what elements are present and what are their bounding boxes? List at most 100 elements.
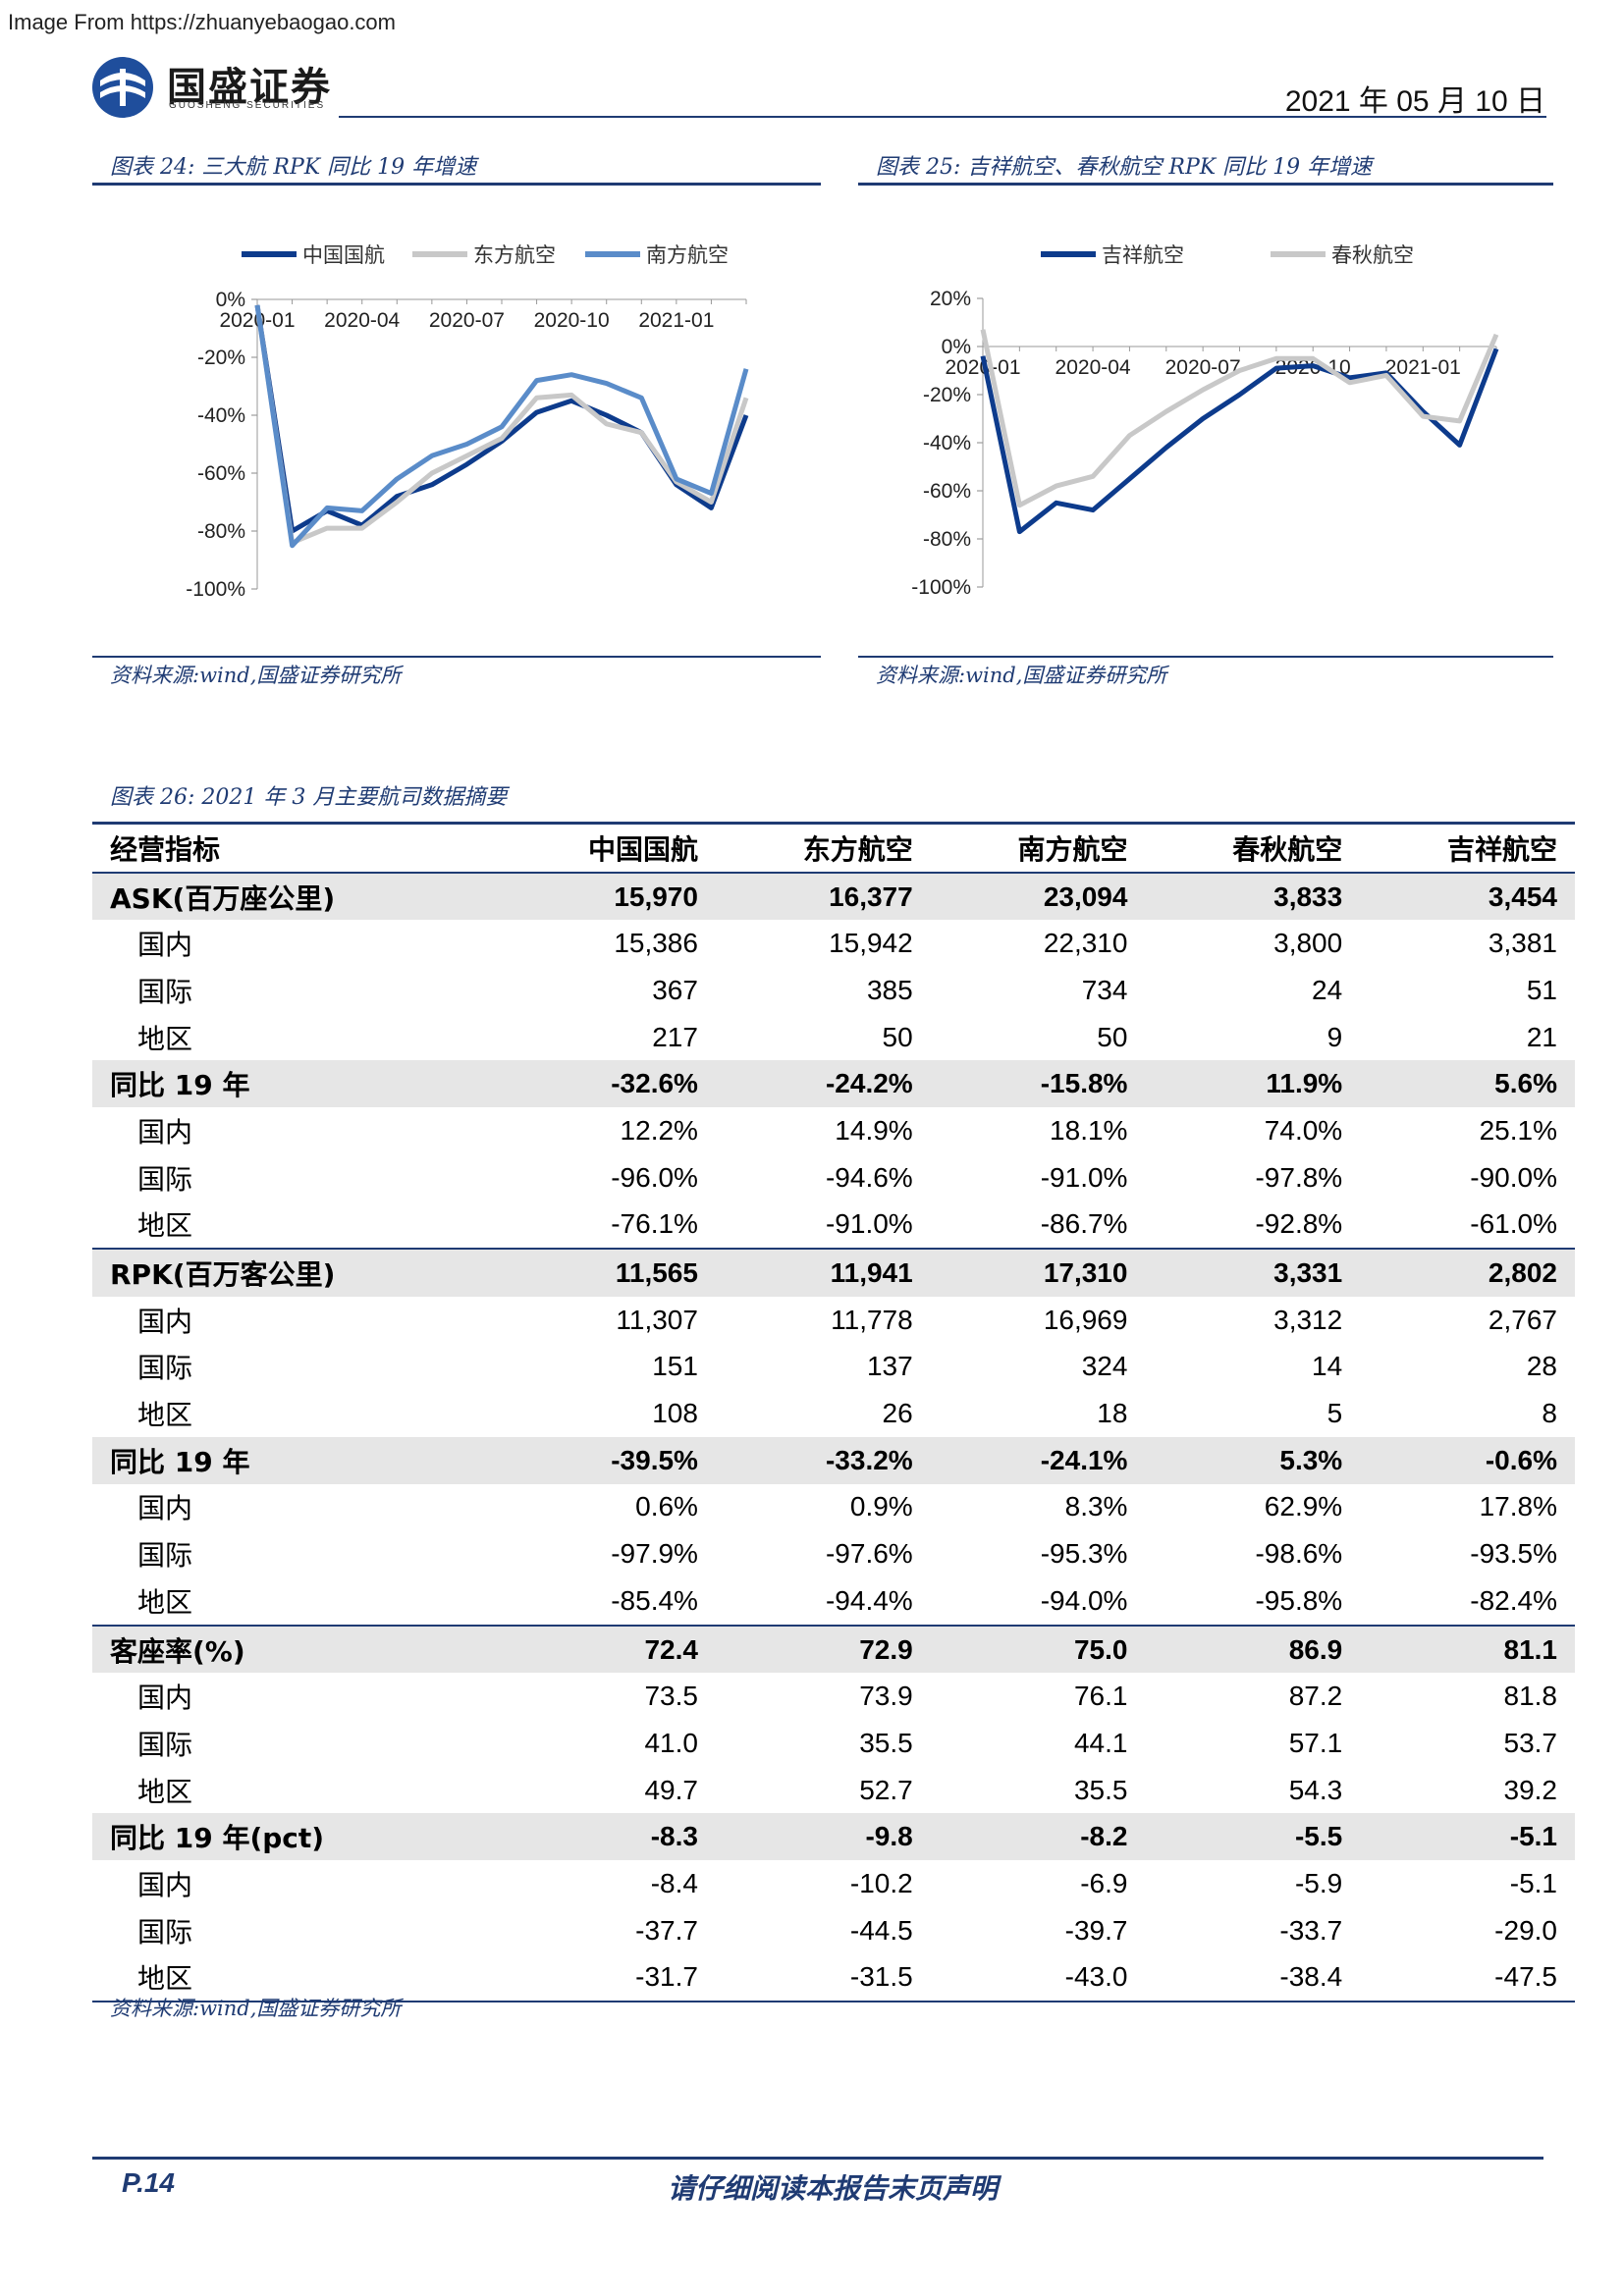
cell-metric: 国际	[137, 1352, 193, 1385]
legend-label: 吉祥航空	[1102, 243, 1184, 267]
cell-air-china: 367	[652, 974, 698, 1005]
table-row: 国内 0.6% 0.9% 8.3% 62.9% 17.8%	[92, 1484, 1575, 1531]
cell-china-eastern: 137	[866, 1351, 913, 1382]
y-tick-label: 0%	[216, 289, 245, 311]
cell-air-china: -97.9%	[611, 1538, 698, 1570]
cell-china-eastern: 15,942	[829, 928, 913, 959]
brand-name-en: GUOSHENG SECURITIES	[169, 100, 326, 111]
figure24-title-rule	[92, 183, 821, 186]
cell-china-southern: -95.3%	[1040, 1538, 1128, 1570]
table-row: 国际 367 385 734 24 51	[92, 967, 1575, 1014]
cell-china-eastern: 26	[882, 1398, 913, 1429]
cell-spring-airlines: -98.6%	[1255, 1538, 1343, 1570]
x-tick-label: 2021-01	[1385, 356, 1461, 379]
cell-spring-airlines: 11.9%	[1145, 1060, 1361, 1108]
x-tick-label: 2020-04	[1056, 356, 1131, 379]
header-china-eastern: 东方航空	[715, 821, 931, 874]
cell-metric: 客座率(%)	[92, 1624, 502, 1674]
cell-spring-airlines: 3,800	[1273, 928, 1343, 959]
cell-spring-airlines: 74.0%	[1264, 1114, 1343, 1146]
disclaimer-text: 请仔细阅读本报告末页声明	[668, 2172, 999, 2205]
cell-air-china: 11,307	[616, 1304, 698, 1335]
x-tick-label: 2021-01	[638, 309, 714, 332]
table-row: 国际 -97.9% -97.6% -95.3% -98.6% -93.5%	[92, 1530, 1575, 1577]
cell-spring-airlines: -5.9	[1294, 1867, 1343, 1898]
cell-metric: 国际	[137, 1728, 193, 1761]
cell-spring-airlines: 54.3	[1288, 1774, 1343, 1805]
table-summary-row: RPK(百万客公里) 11,565 11,941 17,310 3,331 2,802	[92, 1248, 1575, 1297]
cell-juneyao-airlines: 3,381	[1488, 928, 1557, 959]
y-tick-label: -60%	[197, 462, 245, 485]
cell-china-eastern: 14.9%	[835, 1114, 913, 1146]
table-row: 地区 217 50 50 9 21	[92, 1014, 1575, 1061]
y-tick-label: -100%	[911, 576, 971, 599]
cell-spring-airlines: -5.5	[1145, 1813, 1361, 1861]
footer-divider	[92, 2157, 1543, 2160]
cell-air-china: -37.7	[635, 1914, 698, 1946]
table26-source: 资料来源:wind,国盛证券研究所	[110, 1997, 402, 2020]
legend-label: 南方航空	[646, 243, 729, 267]
cell-air-china: -76.1%	[611, 1208, 698, 1240]
table-row: 国内 -8.4 -10.2 -6.9 -5.9 -5.1	[92, 1860, 1575, 1907]
cell-metric: 国内	[137, 1868, 193, 1901]
x-tick-label: 2020-04	[324, 309, 400, 332]
legend-label: 中国国航	[302, 243, 385, 267]
cell-china-southern: 35.5	[1073, 1774, 1128, 1805]
table-row: 国内 12.2% 14.9% 18.1% 74.0% 25.1%	[92, 1107, 1575, 1154]
cell-spring-airlines: 3,312	[1273, 1304, 1343, 1335]
cell-china-southern: 76.1	[1073, 1681, 1128, 1712]
cell-spring-airlines: -97.8%	[1255, 1161, 1343, 1193]
cell-china-southern: 22,310	[1043, 928, 1128, 959]
cell-metric: 地区	[137, 1399, 193, 1432]
cell-air-china: 151	[652, 1351, 698, 1382]
cell-china-eastern: -24.2%	[715, 1060, 931, 1108]
y-tick-label: -20%	[923, 384, 971, 406]
header-air-china: 中国国航	[501, 821, 716, 874]
table-summary-row: 同比 19 年 -32.6% -24.2% -15.8% 11.9% 5.6%	[92, 1060, 1575, 1108]
cell-china-southern: -94.0%	[1040, 1584, 1128, 1616]
cell-china-eastern: -10.2	[849, 1867, 913, 1898]
cell-air-china: -8.3	[501, 1813, 716, 1861]
table-row: 国内 11,307 11,778 16,969 3,312 2,767	[92, 1297, 1575, 1344]
cell-metric: 同比 19 年	[92, 1436, 502, 1484]
cell-china-eastern: 52.7	[859, 1774, 913, 1805]
cell-juneyao-airlines: 5.6%	[1360, 1060, 1575, 1108]
cell-china-eastern: 50	[882, 1021, 913, 1052]
table-header-row: 经营指标 中国国航 东方航空 南方航空 春秋航空 吉祥航空	[92, 821, 1575, 874]
cell-juneyao-airlines: 2,802	[1360, 1248, 1575, 1297]
table-row: 国际 -96.0% -94.6% -91.0% -97.8% -90.0%	[92, 1154, 1575, 1201]
figure25-source: 资料来源:wind,国盛证券研究所	[876, 664, 1167, 687]
cell-spring-airlines: 87.2	[1288, 1681, 1343, 1712]
x-tick-label: 2020-10	[534, 309, 610, 332]
cell-china-southern: 324	[1081, 1351, 1128, 1382]
cell-juneyao-airlines: 51	[1526, 974, 1557, 1005]
cell-air-china: 217	[652, 1021, 698, 1052]
cell-china-southern: 8.3%	[1064, 1491, 1128, 1522]
cell-spring-airlines: 3,331	[1145, 1248, 1361, 1297]
header-juneyao-airlines: 吉祥航空	[1360, 821, 1575, 874]
header-china-southern: 南方航空	[930, 821, 1146, 874]
cell-spring-airlines: -95.8%	[1255, 1584, 1343, 1616]
legend-label: 东方航空	[473, 243, 556, 267]
cell-juneyao-airlines: -29.0	[1494, 1914, 1557, 1946]
cell-juneyao-airlines: 3,454	[1360, 872, 1575, 921]
cell-china-eastern: -97.6%	[825, 1538, 913, 1570]
cell-juneyao-airlines: -47.5	[1360, 1953, 1575, 2003]
table-row: 地区 -76.1% -91.0% -86.7% -92.8% -61.0%	[92, 1201, 1575, 1250]
cell-metric: 国内	[137, 1682, 193, 1715]
cell-air-china: -32.6%	[501, 1060, 716, 1108]
y-tick-label: -80%	[197, 520, 245, 543]
cell-metric: 国内	[137, 1492, 193, 1525]
series-line	[980, 329, 1499, 508]
cell-air-china: -85.4%	[611, 1584, 698, 1616]
table-row: 国内 15,386 15,942 22,310 3,800 3,381	[92, 920, 1575, 967]
x-tick-label: 2020-07	[429, 309, 505, 332]
cell-metric: 国际	[137, 975, 193, 1008]
cell-china-eastern: -33.2%	[715, 1436, 931, 1484]
cell-metric: 国内	[137, 1305, 193, 1338]
cell-china-southern: -8.2	[930, 1813, 1146, 1861]
table-row: 国际 151 137 324 14 28	[92, 1344, 1575, 1391]
cell-juneyao-airlines: 53.7	[1503, 1727, 1558, 1758]
series-line	[254, 304, 749, 534]
cell-china-eastern: 72.9	[715, 1624, 931, 1674]
